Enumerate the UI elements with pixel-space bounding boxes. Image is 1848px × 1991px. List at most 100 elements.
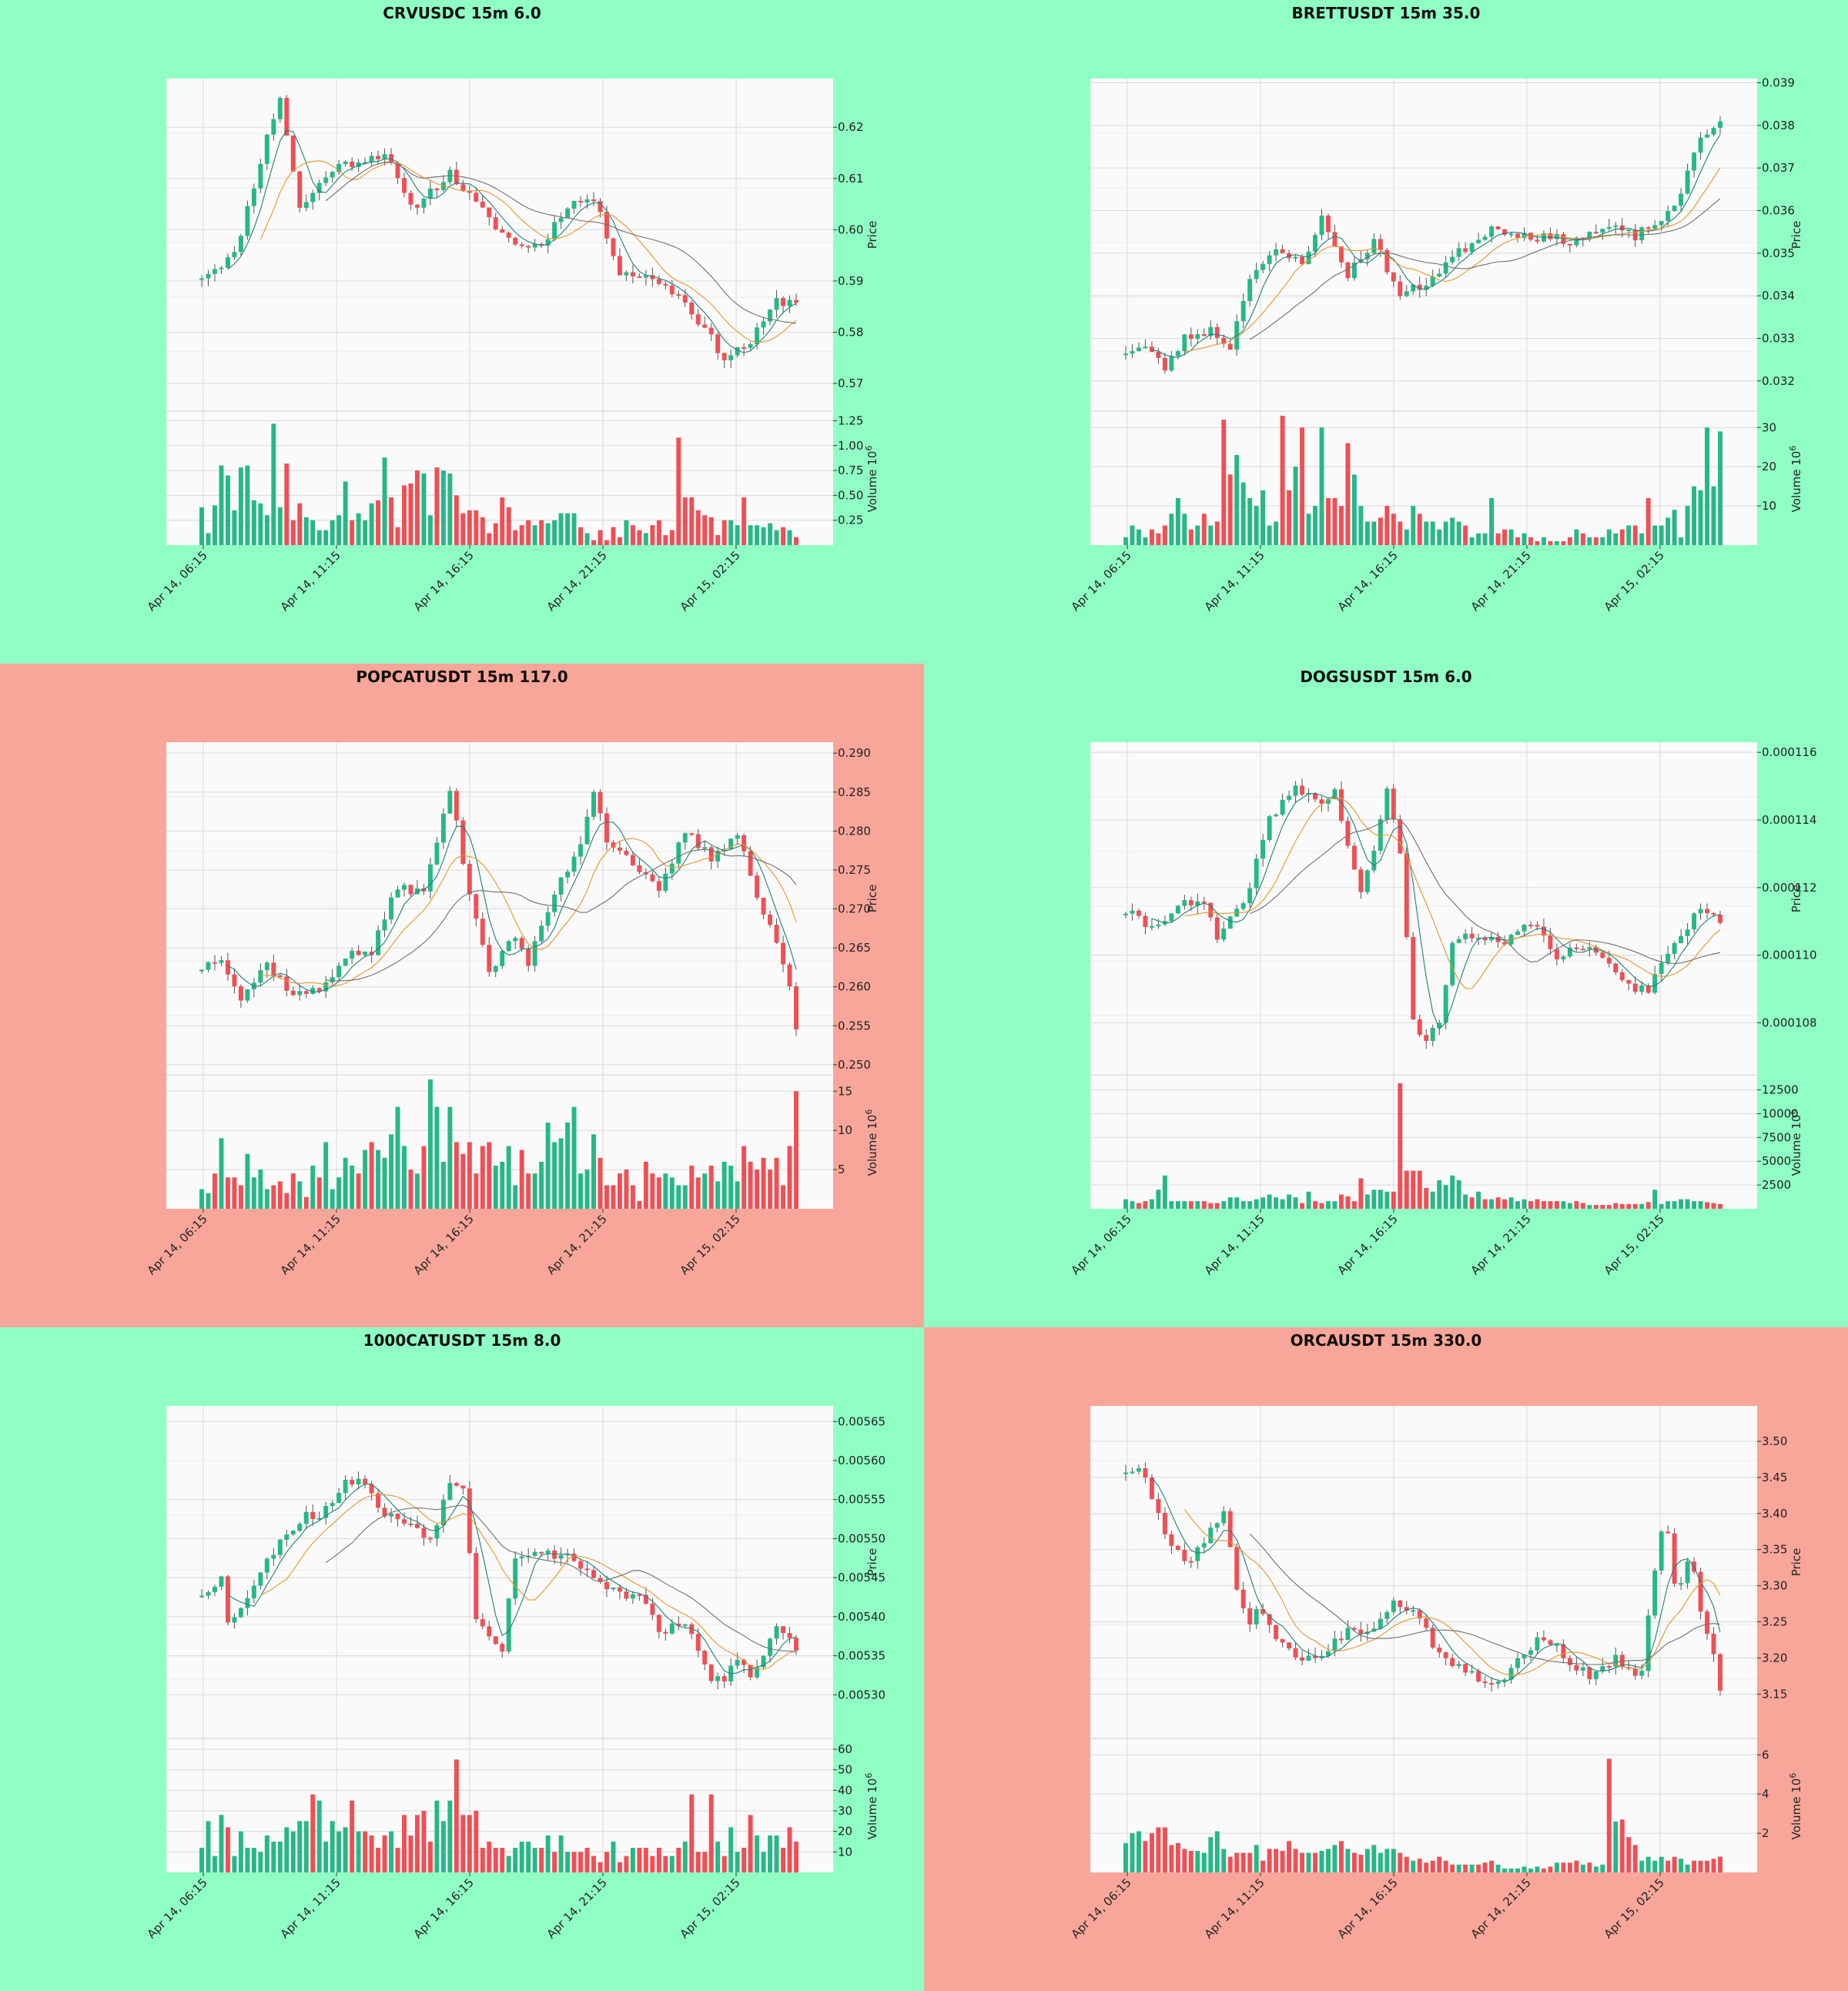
candle-body xyxy=(1345,821,1351,846)
chart-svg: 0.000108 0.000110 0.000112 0.000114 0.000116… xyxy=(924,664,1848,1327)
candle-body xyxy=(1424,1035,1429,1042)
candle-body xyxy=(715,851,721,862)
candle-body xyxy=(264,1558,270,1573)
volume-bar xyxy=(578,1173,584,1209)
candle-body xyxy=(1182,334,1187,352)
volume-bar xyxy=(1143,537,1148,545)
candle-body xyxy=(1561,1644,1566,1658)
candle-body xyxy=(1274,1625,1279,1639)
candle-body xyxy=(630,1594,635,1599)
candle-body xyxy=(206,962,211,970)
volume-bar xyxy=(1254,506,1259,545)
price-tick-label: 0.260 xyxy=(838,980,871,994)
volume-bar xyxy=(1260,490,1266,545)
candle-body xyxy=(323,1506,329,1518)
volume-bar xyxy=(506,1855,511,1872)
chart-svg: 0.032 0.033 0.034 0.035 0.036 0.037 0.038 0.039… xyxy=(924,0,1848,664)
candle-body xyxy=(1338,1638,1344,1641)
volume-bar xyxy=(271,1842,276,1872)
candle-body xyxy=(1274,249,1279,256)
volume-bar xyxy=(290,520,296,545)
candle-body xyxy=(1600,1666,1605,1671)
volume-axis-label: Volume 106 xyxy=(864,1773,879,1840)
chart-panel-brettusdt: 0.032 0.033 0.034 0.035 0.036 0.037 0.038 0.039… xyxy=(924,0,1848,664)
candle-body xyxy=(1718,121,1722,129)
volume-bar xyxy=(271,1185,276,1209)
volume-bar xyxy=(1208,525,1214,545)
candle-body xyxy=(1293,785,1298,796)
candle-body xyxy=(1162,1513,1167,1534)
candles xyxy=(1123,1462,1722,1696)
candle-body xyxy=(212,962,217,964)
volume-bar xyxy=(402,1146,407,1209)
candle-body xyxy=(1351,845,1357,870)
candle-body xyxy=(212,269,217,274)
candle-body xyxy=(1345,262,1351,279)
volume-bar xyxy=(369,503,374,545)
volume-bar xyxy=(689,497,695,545)
volume-bar xyxy=(1287,1841,1292,1872)
volume-bars xyxy=(1123,1083,1722,1209)
volume-tick-label: 10 xyxy=(838,1845,852,1859)
candle-body xyxy=(1247,1608,1253,1625)
candle-body xyxy=(1287,795,1292,800)
volume-bar xyxy=(1463,525,1468,545)
volume-bar xyxy=(1175,1201,1180,1209)
volume-bar xyxy=(1463,1194,1468,1209)
volume-bar xyxy=(277,1181,283,1209)
volume-bar xyxy=(748,1161,753,1209)
volume-bar xyxy=(1541,1201,1546,1209)
volume-bar xyxy=(219,1138,224,1209)
volume-bar xyxy=(336,1177,342,1209)
volume-bar xyxy=(414,470,420,545)
candle-body xyxy=(1169,356,1174,371)
volume-bar xyxy=(1345,1196,1351,1209)
candle-body xyxy=(1358,1629,1364,1635)
candle-body xyxy=(1398,281,1403,296)
moving-average-20 xyxy=(326,848,797,982)
candle-body xyxy=(1240,1589,1246,1608)
candle-body xyxy=(1332,789,1337,799)
candle-body xyxy=(447,1483,453,1501)
volume-tick-label: 4 xyxy=(1762,1787,1769,1801)
volume-bar xyxy=(1580,1864,1585,1872)
volume-bar xyxy=(584,533,590,545)
volume-bar xyxy=(781,527,786,545)
volume-bar xyxy=(1404,529,1409,545)
price-tick-label: 0.275 xyxy=(838,863,871,877)
candle-body xyxy=(297,991,303,996)
candle-body xyxy=(251,188,256,206)
volume-bar xyxy=(643,1161,648,1209)
volume-bar xyxy=(755,1835,760,1872)
price-tick-label: 3.20 xyxy=(1762,1651,1787,1665)
candle-body xyxy=(637,276,642,278)
candle-body xyxy=(1391,788,1396,820)
volume-tick-label: 6 xyxy=(1762,1748,1769,1762)
volume-axis-label-exponent: 6 xyxy=(864,446,874,451)
volume-bar xyxy=(1528,537,1533,545)
candle-body xyxy=(1685,929,1690,936)
volume-bar xyxy=(663,1855,668,1872)
candle-body xyxy=(245,206,250,236)
candle-body xyxy=(1515,233,1520,238)
candle-body xyxy=(336,965,342,978)
volume-bar xyxy=(1221,420,1227,545)
candle-body xyxy=(1672,1533,1677,1584)
candle-body xyxy=(1201,901,1207,903)
volume-bar xyxy=(545,1835,551,1872)
candle-body xyxy=(1626,980,1632,984)
volume-bar xyxy=(650,1855,655,1872)
volume-bar xyxy=(755,1170,760,1209)
candle-body xyxy=(1169,1534,1174,1546)
volume-bar xyxy=(1541,537,1546,545)
candle-body xyxy=(1143,1468,1148,1477)
candle-body xyxy=(1254,1608,1259,1625)
candle-body xyxy=(1358,869,1364,892)
volume-bar xyxy=(225,475,230,545)
price-tick-label: 0.00555 xyxy=(838,1493,886,1507)
candle-body xyxy=(1260,263,1266,270)
candle-body xyxy=(682,295,688,303)
candle-body xyxy=(532,941,537,966)
candle-body xyxy=(1162,357,1167,371)
volume-bar xyxy=(742,497,747,545)
